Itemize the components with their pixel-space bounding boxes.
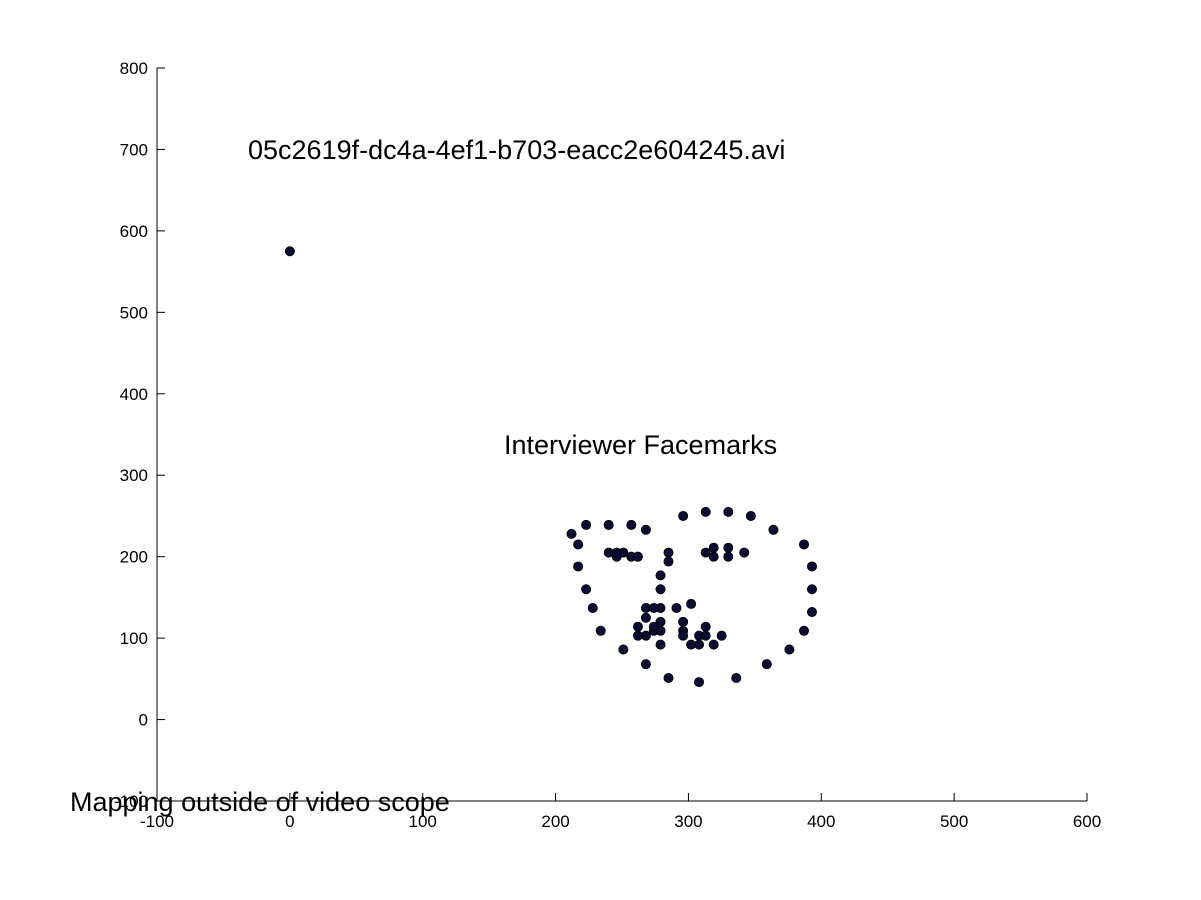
facemark-point [806, 607, 817, 618]
facemark-point [655, 602, 666, 613]
facemark-point [723, 551, 734, 562]
x-tick-label: -100 [140, 812, 174, 831]
facemark-point [806, 561, 817, 572]
facemark-point [640, 524, 651, 535]
facemark-point [731, 673, 742, 684]
x-tick-label: 0 [285, 812, 294, 831]
facemark-point [632, 630, 643, 641]
facemark-point [611, 547, 622, 558]
facemark-point [671, 602, 682, 613]
y-tick-label: 200 [120, 548, 148, 567]
facemark-point [700, 630, 711, 641]
facemark-point [768, 524, 779, 535]
facemark-point [723, 506, 734, 517]
facemark-point [799, 625, 810, 636]
y-tick-label: 500 [120, 303, 148, 322]
interviewer-facemarks-label: Interviewer Facemarks [504, 430, 777, 460]
facemark-point [700, 621, 711, 632]
mapping-warning-text: Mapping outside of video scope [70, 787, 450, 817]
x-tick-label: 300 [674, 812, 702, 831]
y-tick-label: 300 [120, 466, 148, 485]
facemark-point [595, 625, 606, 636]
x-tick-label: 200 [541, 812, 569, 831]
y-tick-label: 0 [139, 711, 148, 730]
x-tick-label: 400 [807, 812, 835, 831]
x-ticks: -100 0 100 200 300 400 500 600 [140, 793, 1101, 831]
facemark-point [761, 659, 772, 670]
facemark-point [626, 519, 637, 530]
facemark-point [694, 677, 705, 688]
facemark-point [655, 584, 666, 595]
facemark-point [686, 598, 697, 609]
y-tick-label: 600 [120, 222, 148, 241]
facemark-point [640, 659, 651, 670]
y-tick-label: -100 [114, 792, 148, 811]
facemark-point [648, 621, 659, 632]
facemark-point [708, 542, 719, 553]
facemark-point [784, 644, 795, 655]
axes [156, 68, 1087, 802]
data-points [284, 246, 817, 688]
facemark-point [686, 639, 697, 650]
facemark-point [678, 510, 689, 521]
facemark-point [566, 528, 577, 539]
facemark-point [806, 584, 817, 595]
facemark-point [745, 510, 756, 521]
facemark-point [573, 561, 584, 572]
y-tick-label: 400 [120, 385, 148, 404]
facemark-point [700, 547, 711, 558]
facemark-point [700, 506, 711, 517]
facemark-point [799, 539, 810, 550]
y-tick-label: 100 [120, 629, 148, 648]
facemark-point [655, 570, 666, 581]
x-tick-label: 600 [1073, 812, 1101, 831]
x-tick-label: 100 [409, 812, 437, 831]
y-tick-label: 800 [120, 59, 148, 78]
facemark-point [716, 630, 727, 641]
facemark-point [618, 644, 629, 655]
facemark-point [663, 673, 674, 684]
facemark-point [284, 246, 295, 257]
x-tick-label: 500 [940, 812, 968, 831]
facemark-point [587, 602, 598, 613]
y-tick-label: 700 [120, 140, 148, 159]
facemark-point [581, 519, 592, 530]
facemark-point [632, 551, 643, 562]
filename-annotation: 05c2619f-dc4a-4ef1-b703-eacc2e604245.avi [248, 135, 785, 165]
facemark-point [640, 612, 651, 623]
facemark-point [723, 542, 734, 553]
facemark-point [581, 584, 592, 595]
facemark-point [663, 556, 674, 567]
facemark-point [708, 551, 719, 562]
facemark-point [678, 630, 689, 641]
facemark-point [603, 519, 614, 530]
facemark-point [678, 616, 689, 627]
facemark-point [708, 639, 719, 650]
facemark-point [663, 547, 674, 558]
facemark-point [573, 539, 584, 550]
facemark-point [632, 621, 643, 632]
facemark-point [655, 639, 666, 650]
y-ticks: -100 0 100 200 300 400 500 600 700 800 [114, 59, 165, 811]
facemark-point [739, 547, 750, 558]
